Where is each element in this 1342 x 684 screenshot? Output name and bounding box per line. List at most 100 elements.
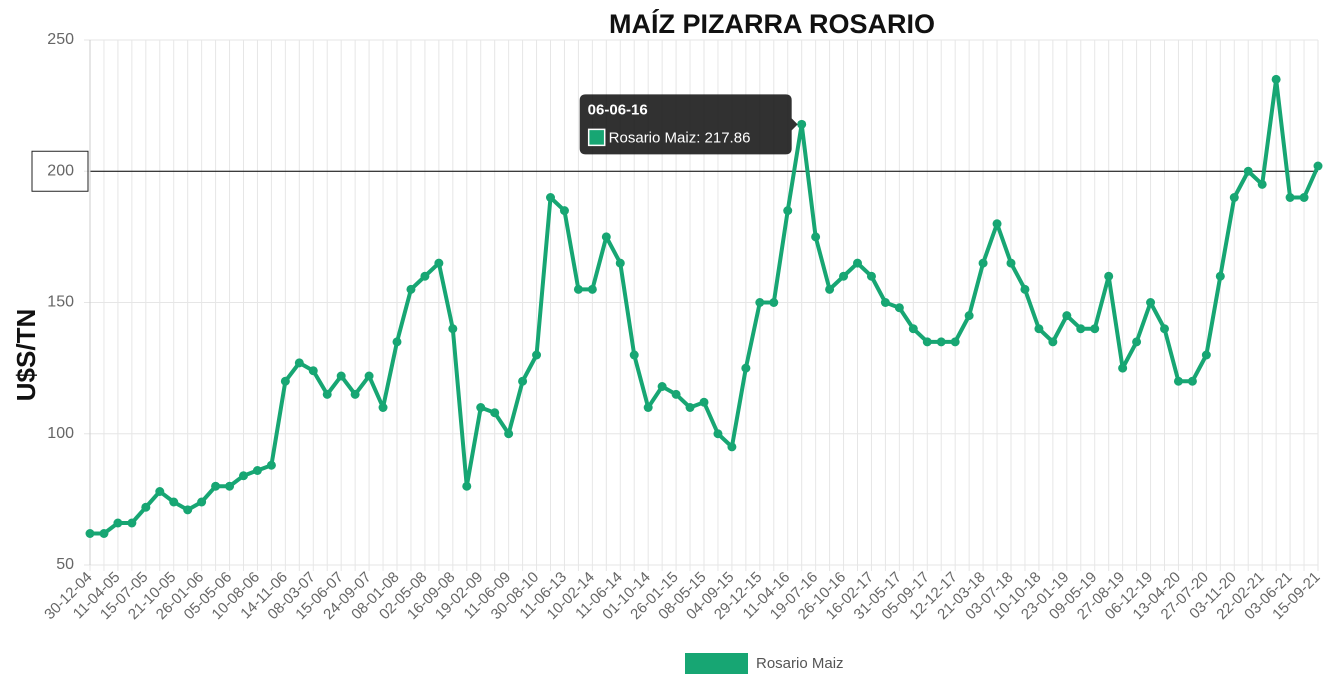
- data-point: [169, 497, 179, 507]
- data-point: [322, 389, 332, 399]
- data-point: [839, 271, 849, 281]
- data-point: [420, 271, 430, 281]
- data-point: [336, 371, 346, 381]
- data-point: [211, 481, 221, 491]
- data-point: [462, 481, 472, 491]
- data-point: [476, 403, 486, 412]
- data-point: [141, 502, 151, 512]
- data-point: [1187, 376, 1197, 386]
- data-point: [1285, 193, 1295, 202]
- y-tick-label: 100: [47, 425, 74, 442]
- data-point: [1020, 284, 1030, 294]
- data-point: [364, 371, 374, 381]
- data-point: [1076, 324, 1086, 334]
- data-point: [1146, 298, 1156, 307]
- data-point: [964, 311, 974, 321]
- data-point: [671, 389, 681, 399]
- data-point: [713, 429, 723, 439]
- data-point: [629, 350, 639, 360]
- data-point: [755, 298, 765, 307]
- data-point: [280, 376, 290, 386]
- data-point: [99, 529, 109, 538]
- y-axis-label: U$S/TN: [11, 309, 41, 401]
- tooltip-title: 06-06-16: [588, 101, 648, 118]
- y-tick-label: 50: [56, 556, 74, 573]
- data-point: [853, 258, 862, 268]
- data-point: [350, 389, 360, 399]
- tooltip-swatch: [587, 128, 606, 147]
- data-point: [225, 481, 235, 491]
- data-point: [643, 403, 653, 412]
- data-point: [769, 298, 779, 307]
- data-point: [266, 460, 276, 470]
- data-point: [811, 232, 821, 242]
- data-point: [1215, 271, 1225, 281]
- data-point: [1243, 166, 1253, 176]
- data-point: [727, 442, 737, 452]
- data-point: [448, 324, 458, 334]
- data-point: [880, 298, 890, 307]
- tooltip-label: Rosario Maiz: 217.86: [609, 129, 751, 146]
- data-point: [252, 466, 262, 475]
- data-point: [825, 284, 835, 294]
- data-point: [546, 193, 555, 202]
- data-point: [518, 376, 528, 386]
- legend: Rosario Maiz: [685, 653, 844, 674]
- data-point: [294, 358, 304, 368]
- data-point: [894, 303, 904, 313]
- data-point: [308, 366, 318, 376]
- data-point: [797, 119, 807, 129]
- data-point: [908, 324, 918, 334]
- data-point: [978, 258, 988, 268]
- data-point: [532, 350, 542, 360]
- data-point: [1118, 363, 1128, 373]
- data-point: [127, 518, 137, 528]
- data-point: [922, 337, 932, 347]
- reference-label-box: [31, 150, 89, 192]
- data-point: [866, 271, 876, 281]
- data-point: [699, 397, 709, 407]
- data-point: [1229, 193, 1239, 202]
- data-point: [197, 497, 207, 507]
- y-tick-label: 200: [47, 162, 74, 179]
- data-point: [85, 529, 95, 538]
- data-point: [1173, 376, 1183, 386]
- data-point: [183, 505, 193, 515]
- data-point: [1034, 324, 1044, 334]
- data-point: [1160, 324, 1169, 334]
- data-point: [559, 206, 569, 216]
- data-point: [587, 284, 597, 294]
- data-point: [155, 487, 165, 496]
- tooltip-box: [579, 94, 798, 155]
- data-point: [601, 232, 611, 242]
- data-point: [685, 403, 695, 412]
- data-point: [573, 284, 583, 294]
- chart-title: MAÍZ PIZARRA ROSARIO: [609, 8, 935, 39]
- data-point: [504, 429, 514, 439]
- y-tick-label: 150: [47, 294, 74, 311]
- data-point: [936, 337, 946, 347]
- data-point: [1201, 350, 1211, 360]
- data-point: [1006, 258, 1016, 268]
- data-point: [392, 337, 402, 347]
- y-tick-label: 250: [47, 31, 74, 48]
- data-point: [490, 408, 500, 418]
- data-point: [1132, 337, 1142, 347]
- legend-swatch: [685, 653, 748, 674]
- data-point: [378, 403, 388, 412]
- data-point: [113, 518, 123, 528]
- data-point: [1299, 193, 1309, 202]
- data-point: [950, 337, 960, 347]
- data-point: [1090, 324, 1100, 334]
- data-point: [1104, 271, 1114, 281]
- data-point: [1257, 179, 1267, 189]
- data-point: [741, 363, 751, 373]
- data-point: [1048, 337, 1058, 347]
- data-point: [239, 471, 248, 481]
- data-point: [657, 382, 667, 391]
- data-point: [615, 258, 625, 268]
- data-point: [1313, 161, 1323, 171]
- data-point: [1271, 74, 1281, 84]
- data-point: [406, 284, 416, 294]
